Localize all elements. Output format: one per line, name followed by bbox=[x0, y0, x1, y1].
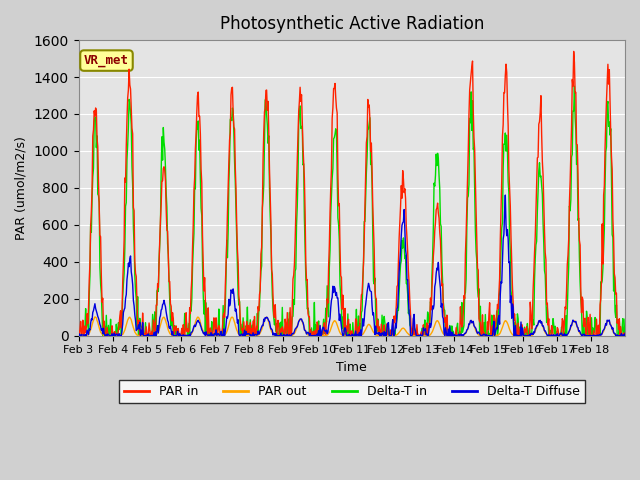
Y-axis label: PAR (umol/m2/s): PAR (umol/m2/s) bbox=[15, 136, 28, 240]
Text: VR_met: VR_met bbox=[84, 54, 129, 67]
Legend: PAR in, PAR out, Delta-T in, Delta-T Diffuse: PAR in, PAR out, Delta-T in, Delta-T Dif… bbox=[119, 380, 584, 403]
X-axis label: Time: Time bbox=[337, 361, 367, 374]
Title: Photosynthetic Active Radiation: Photosynthetic Active Radiation bbox=[220, 15, 484, 33]
